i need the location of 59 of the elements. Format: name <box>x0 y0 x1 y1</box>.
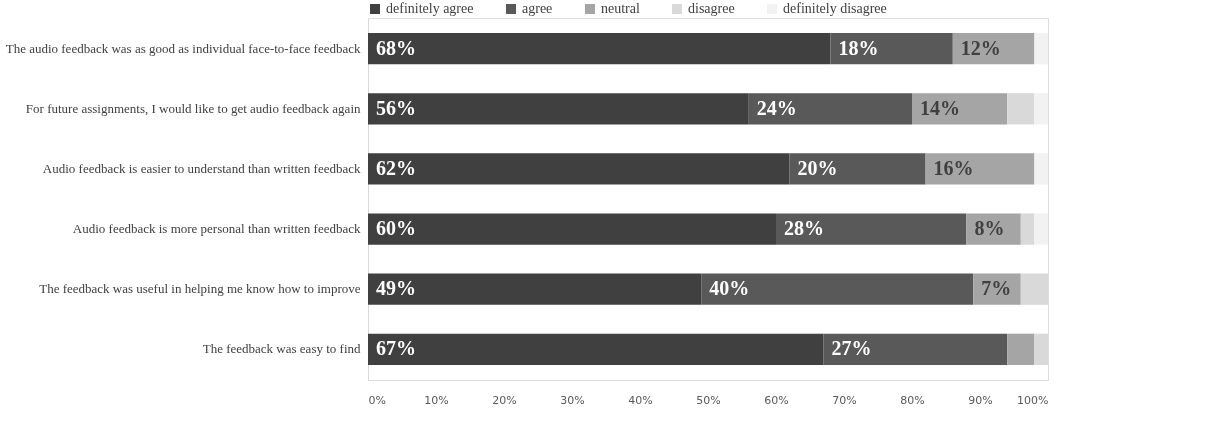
bar <box>368 153 790 185</box>
data-label: 18% <box>838 36 879 59</box>
x-tick-label: 40% <box>628 393 653 407</box>
bar <box>823 333 1008 365</box>
bar <box>368 273 702 305</box>
y-tick-label: For future assignments, I would like to get audio feedback again <box>25 100 361 116</box>
data-label: 67% <box>376 337 416 360</box>
bar <box>789 153 926 185</box>
data-label: 62% <box>376 156 416 179</box>
bar <box>748 93 912 125</box>
y-tick-label: The audio feedback was as good as individual face-to-face feedback <box>5 40 361 56</box>
y-tick-label: The feedback was useful in helping me know how to improve <box>39 281 361 297</box>
bar <box>368 93 749 125</box>
bar <box>701 273 974 305</box>
data-label: 16% <box>933 156 974 179</box>
data-label: 28% <box>784 217 824 240</box>
x-tick-label: 80% <box>900 393 925 407</box>
legend-label: neutral <box>601 1 640 16</box>
data-label: 27% <box>831 337 872 360</box>
data-label: 24% <box>756 96 797 119</box>
bar <box>776 213 967 245</box>
x-tick-label: 10% <box>424 393 449 407</box>
bar <box>368 333 824 365</box>
data-label: 20% <box>797 156 838 179</box>
x-tick-label: 60% <box>764 393 789 407</box>
data-label: 12% <box>960 36 1001 59</box>
x-tick-label: 90% <box>968 393 993 407</box>
x-tick-label: 0% <box>368 393 386 407</box>
bar <box>1034 33 1048 65</box>
data-label: 14% <box>920 96 960 119</box>
data-label: 40% <box>709 277 750 300</box>
y-tick-label: The feedback was easy to find <box>202 341 361 357</box>
data-label: 8% <box>974 217 1005 240</box>
bar <box>1034 153 1048 185</box>
x-tick-label: 20% <box>492 393 517 407</box>
data-label: 60% <box>376 217 416 240</box>
data-label: 49% <box>376 277 416 300</box>
bar <box>1020 213 1035 245</box>
x-tick-label: 70% <box>832 393 857 407</box>
legend-label: disagree <box>688 1 735 16</box>
x-tick-label: 100% <box>1017 393 1049 407</box>
bar <box>368 33 831 65</box>
bar <box>925 153 1035 185</box>
x-tick-label: 30% <box>560 393 585 407</box>
bar <box>368 213 776 245</box>
legend-label: definitely agree <box>386 1 474 16</box>
bar <box>1007 93 1035 125</box>
bar <box>830 33 953 65</box>
data-label: 7% <box>981 277 1012 300</box>
legend-label: definitely disagree <box>783 1 887 16</box>
data-label: 68% <box>376 36 416 59</box>
data-label: 56% <box>376 96 416 119</box>
bar <box>1034 213 1048 245</box>
x-tick-label: 50% <box>696 393 721 407</box>
y-tick-label: Audio feedback is easier to understand than written feedback <box>42 160 361 176</box>
bar <box>1007 333 1035 365</box>
bar <box>1034 93 1048 125</box>
legend-label: agree <box>522 1 553 16</box>
y-tick-label: Audio feedback is more personal than written feedback <box>72 221 361 237</box>
